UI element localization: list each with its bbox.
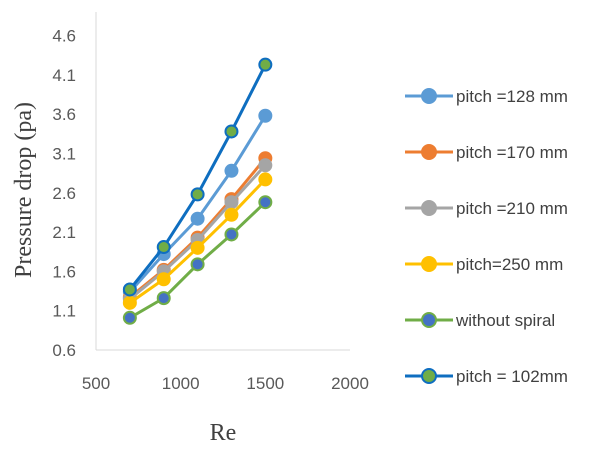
x-tick-labels: 500 1000 1500 2000 <box>82 374 369 393</box>
legend-marker-swatch <box>421 312 437 328</box>
data-point <box>122 310 137 325</box>
y-tick-label: 3.1 <box>52 144 76 163</box>
y-tick-labels: 0.6 1.1 1.6 2.1 2.6 3.1 3.6 4.1 4.6 <box>52 27 76 360</box>
legend-marker-swatch <box>421 256 437 272</box>
legend-marker-swatch <box>421 200 437 216</box>
legend-item: pitch =170 mm <box>405 143 568 162</box>
legend-label: pitch =210 mm <box>456 199 568 218</box>
legend-item: pitch =210 mm <box>405 199 568 218</box>
y-tick-label: 4.1 <box>52 66 76 85</box>
legend-item: without spiral <box>405 311 555 330</box>
legend-marker-swatch <box>421 368 437 384</box>
data-point <box>258 108 273 123</box>
data-point <box>224 163 239 178</box>
legend-marker-swatch <box>421 144 437 160</box>
series-line <box>128 156 267 299</box>
series-4 <box>122 195 273 325</box>
x-tick-label: 2000 <box>331 374 369 393</box>
axes <box>95 12 350 351</box>
data-point <box>190 211 205 226</box>
legend-item: pitch=250 mm <box>405 255 563 274</box>
legend-marker-swatch <box>421 88 437 104</box>
x-tick-label: 1000 <box>162 374 200 393</box>
legend-label: pitch=250 mm <box>456 255 563 274</box>
legend-item: pitch =128 mm <box>405 87 568 106</box>
y-tick-label: 1.1 <box>52 302 76 321</box>
x-tick-label: 500 <box>82 374 110 393</box>
series-layer <box>122 57 273 325</box>
y-tick-label: 0.6 <box>52 341 76 360</box>
data-point <box>224 124 239 139</box>
data-point <box>122 282 137 297</box>
series-1 <box>122 151 273 305</box>
y-tick-label: 4.6 <box>52 27 76 46</box>
legend: pitch =128 mm pitch =170 mm pitch =210 mm p… <box>405 87 568 386</box>
data-point <box>224 207 239 222</box>
y-tick-label: 1.6 <box>52 262 76 281</box>
y-tick-label: 2.6 <box>52 184 76 203</box>
data-point <box>190 240 205 255</box>
data-point <box>258 172 273 187</box>
series-line <box>128 63 267 291</box>
data-point <box>122 295 137 310</box>
data-point <box>156 272 171 287</box>
data-point <box>156 240 171 255</box>
series-5 <box>122 57 273 297</box>
data-point <box>258 57 273 72</box>
y-tick-label: 3.6 <box>52 105 76 124</box>
data-point <box>258 195 273 210</box>
data-point <box>156 291 171 306</box>
legend-label: pitch =170 mm <box>456 143 568 162</box>
x-axis-title: Re <box>210 420 237 446</box>
data-point <box>224 195 239 210</box>
data-point <box>190 257 205 272</box>
data-point <box>224 227 239 242</box>
y-tick-label: 2.1 <box>52 223 76 242</box>
legend-label: pitch = 102mm <box>456 367 568 386</box>
legend-label: pitch =128 mm <box>456 87 568 106</box>
legend-item: pitch = 102mm <box>405 367 568 386</box>
data-point <box>190 187 205 202</box>
legend-label: without spiral <box>455 311 555 330</box>
series-3 <box>122 172 273 310</box>
x-tick-label: 1500 <box>246 374 284 393</box>
data-point <box>258 158 273 173</box>
y-axis-title: Pressure drop (pa) <box>11 102 37 278</box>
